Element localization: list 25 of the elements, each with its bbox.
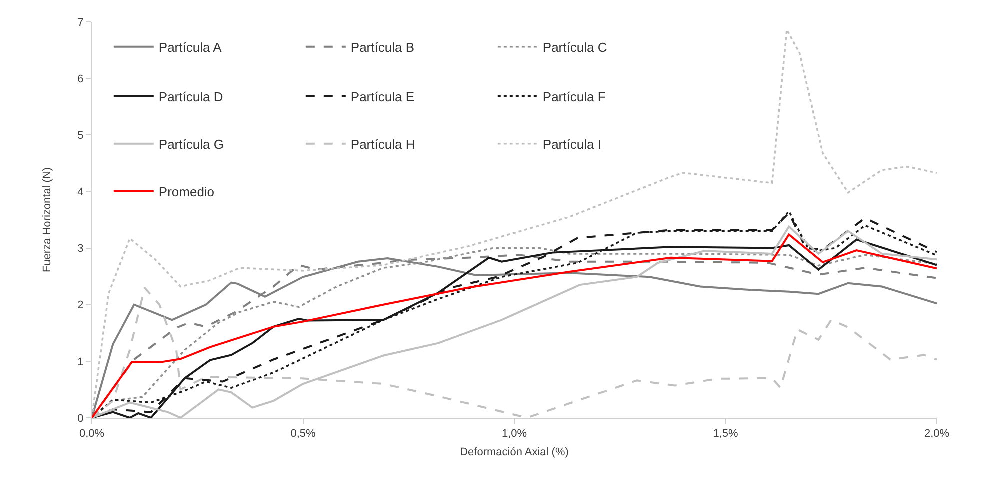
legend-label: Partícula C (542, 40, 608, 55)
x-axis-title: Deformación Axial (%) (460, 446, 569, 458)
legend-label: Partícula D (158, 89, 224, 104)
y-axis-title: Fuerza Horizontal (N) (41, 167, 54, 273)
y-tick-label: 2 (78, 300, 84, 312)
x-tick-label: 1,0% (502, 428, 528, 440)
x-tick-label: 2,0% (924, 428, 950, 440)
y-tick-label: 3 (78, 243, 84, 256)
legend-label: Promedio (158, 184, 215, 200)
x-tick-label: 1,5% (713, 428, 738, 440)
x-tick-label: 0,0% (79, 428, 105, 440)
y-tick-label: 1 (78, 356, 84, 368)
legend-label: Partícula F (542, 89, 606, 104)
y-tick-label: 0 (78, 412, 84, 425)
legend-label: Partícula G (158, 136, 224, 152)
legend-label: Partícula A (158, 40, 222, 55)
y-tick-label: 5 (78, 130, 84, 142)
legend-label: Partícula I (542, 136, 602, 152)
legend-label: Partícula H (350, 136, 416, 152)
x-tick-label: 0,5% (290, 428, 316, 440)
legend-label: Partícula B (350, 40, 414, 55)
legend-label: Partícula E (350, 89, 415, 104)
y-tick-label: 6 (78, 73, 84, 86)
y-tick-label: 4 (78, 186, 84, 199)
y-tick-label: 7 (78, 16, 84, 29)
